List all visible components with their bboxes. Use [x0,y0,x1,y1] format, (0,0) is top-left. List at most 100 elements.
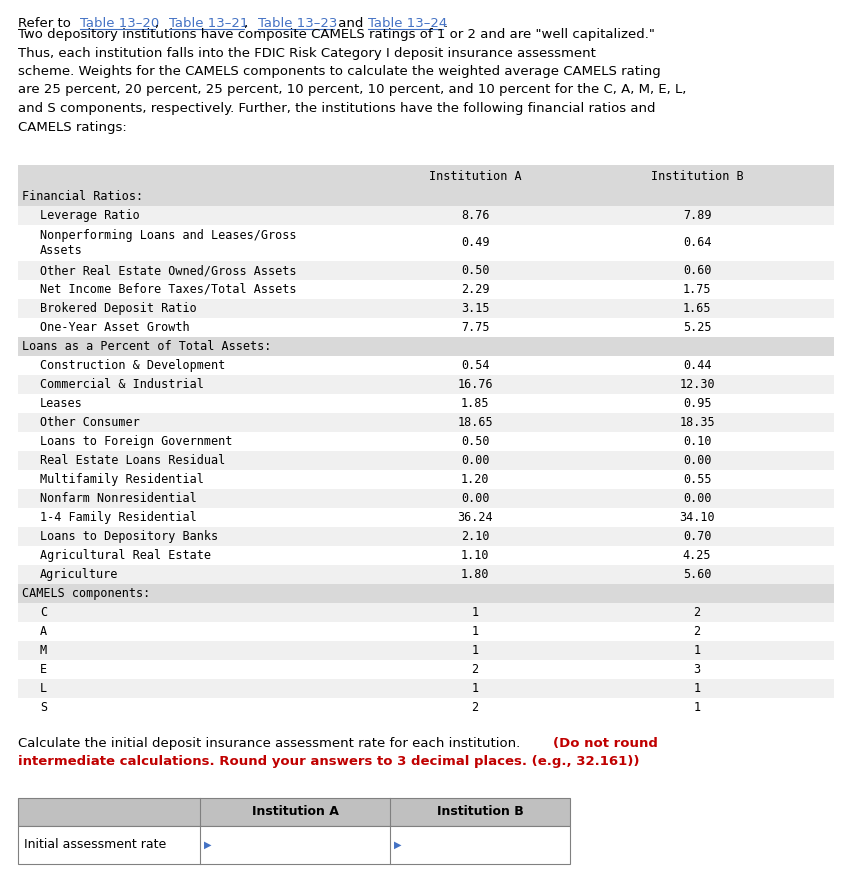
Text: 0.64: 0.64 [682,236,711,249]
Text: Table 13–20: Table 13–20 [80,17,159,30]
Text: ▶: ▶ [204,839,211,850]
Text: 36.24: 36.24 [458,511,492,524]
Bar [18,679,834,698]
Text: Table 13–23: Table 13–23 [258,17,337,30]
Text: 1: 1 [471,682,479,695]
Bar [18,356,834,375]
Text: Nonfarm Nonresidential: Nonfarm Nonresidential [40,492,197,505]
Text: CAMELS ratings:: CAMELS ratings: [18,121,127,134]
Text: 1: 1 [471,606,479,619]
Text: 34.10: 34.10 [679,511,715,524]
Text: 0.00: 0.00 [682,492,711,505]
Text: 5.60: 5.60 [682,568,711,581]
Text: 2: 2 [471,663,479,676]
Text: 7.75: 7.75 [461,321,489,334]
Text: and S components, respectively. Further, the institutions have the following fin: and S components, respectively. Further,… [18,102,655,115]
Text: 2: 2 [694,606,700,619]
Text: Real Estate Loans Residual: Real Estate Loans Residual [40,454,225,467]
Text: Institution B: Institution B [651,170,743,183]
Text: Other Real Estate Owned/Gross Assets: Other Real Estate Owned/Gross Assets [40,264,296,277]
Text: Financial Ratios:: Financial Ratios: [22,190,143,203]
Text: ▶: ▶ [394,839,401,850]
Bar [18,280,834,299]
Text: Institution B: Institution B [436,805,523,818]
Bar [18,641,834,660]
Bar [18,565,834,584]
Text: Net Income Before Taxes/Total Assets: Net Income Before Taxes/Total Assets [40,283,296,296]
Text: Brokered Deposit Ratio: Brokered Deposit Ratio [40,302,197,315]
Text: 0.60: 0.60 [682,264,711,277]
Text: Thus, each institution falls into the FDIC Risk Category I deposit insurance ass: Thus, each institution falls into the FD… [18,46,596,60]
Text: 0.55: 0.55 [682,473,711,486]
Text: Institution A: Institution A [251,805,338,818]
Text: 0.44: 0.44 [682,359,711,372]
Text: 1.65: 1.65 [682,302,711,315]
Text: Other Consumer: Other Consumer [40,416,140,429]
Text: 8.76: 8.76 [461,209,489,222]
Text: 1.75: 1.75 [682,283,711,296]
Text: 3.15: 3.15 [461,302,489,315]
Text: scheme. Weights for the CAMELS components to calculate the weighted average CAME: scheme. Weights for the CAMELS component… [18,65,661,78]
Text: Agriculture: Agriculture [40,568,118,581]
Text: (Do not round: (Do not round [553,737,658,750]
Text: Construction & Development: Construction & Development [40,359,225,372]
Bar [18,318,834,337]
Text: 7.89: 7.89 [682,209,711,222]
Text: 1: 1 [694,701,700,714]
Text: 4.25: 4.25 [682,549,711,562]
Text: 0.70: 0.70 [682,530,711,543]
Text: Leverage Ratio: Leverage Ratio [40,209,140,222]
Text: Two depository institutions have composite CAMELS ratings of 1 or 2 and are "wel: Two depository institutions have composi… [18,28,655,41]
Bar [18,187,834,206]
Bar [18,206,834,225]
Text: 1.85: 1.85 [461,397,489,410]
Bar [18,225,834,261]
Text: .: . [443,17,447,30]
Text: 1.20: 1.20 [461,473,489,486]
Text: ,: , [245,17,253,30]
Bar [18,508,834,527]
Bar [18,394,834,413]
Text: Refer to: Refer to [18,17,75,30]
Text: 0.50: 0.50 [461,264,489,277]
Text: Commercial & Industrial: Commercial & Industrial [40,378,204,391]
Text: 0.00: 0.00 [461,492,489,505]
Text: 1-4 Family Residential: 1-4 Family Residential [40,511,197,524]
Text: 2: 2 [471,701,479,714]
Text: E: E [40,663,47,676]
Text: are 25 percent, 20 percent, 25 percent, 10 percent, 10 percent, and 10 percent f: are 25 percent, 20 percent, 25 percent, … [18,83,687,96]
Text: 3: 3 [694,663,700,676]
Text: and: and [334,17,367,30]
Text: 1: 1 [694,644,700,657]
Text: 16.76: 16.76 [458,378,492,391]
Text: Loans as a Percent of Total Assets:: Loans as a Percent of Total Assets: [22,340,272,353]
Text: M: M [40,644,47,657]
Bar [18,375,834,394]
Text: 1: 1 [471,625,479,638]
Text: Initial assessment rate: Initial assessment rate [24,838,166,851]
Text: 0.00: 0.00 [682,454,711,467]
Text: Multifamily Residential: Multifamily Residential [40,473,204,486]
Text: Table 13–21: Table 13–21 [169,17,248,30]
Text: 12.30: 12.30 [679,378,715,391]
Text: 1.80: 1.80 [461,568,489,581]
Text: 2.10: 2.10 [461,530,489,543]
Bar [18,413,834,432]
Bar [18,603,834,622]
Bar [18,489,834,508]
Text: 18.35: 18.35 [679,416,715,429]
Text: Loans to Depository Banks: Loans to Depository Banks [40,530,218,543]
Text: Calculate the initial deposit insurance assessment rate for each institution.: Calculate the initial deposit insurance … [18,737,525,750]
Text: 0.54: 0.54 [461,359,489,372]
Bar [18,451,834,470]
Bar [18,337,834,356]
Text: Table 13–24: Table 13–24 [368,17,447,30]
Text: 5.25: 5.25 [682,321,711,334]
Text: Institution A: Institution A [429,170,521,183]
Bar [18,698,834,717]
Text: CAMELS components:: CAMELS components: [22,587,150,600]
Text: Agricultural Real Estate: Agricultural Real Estate [40,549,211,562]
Bar [18,797,570,825]
Text: 0.50: 0.50 [461,435,489,448]
Bar [18,622,834,641]
